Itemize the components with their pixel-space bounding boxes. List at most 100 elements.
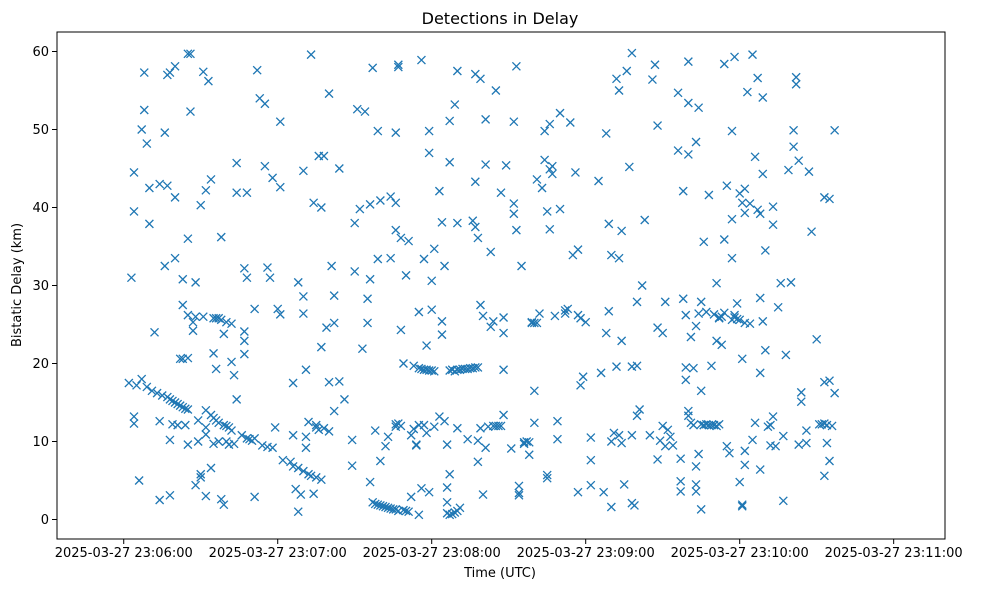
data-point [470, 222, 480, 232]
data-point [165, 435, 175, 445]
data-point [419, 420, 429, 430]
data-point [442, 440, 452, 450]
data-point [375, 456, 385, 466]
data-point [560, 306, 570, 315]
data-point [440, 261, 449, 271]
data-point [514, 490, 524, 500]
data-point [134, 476, 144, 485]
y-tick-label: 0 [41, 513, 49, 528]
data-point [509, 117, 519, 127]
data-point [309, 489, 319, 499]
data-point [416, 483, 426, 493]
data-point [524, 450, 534, 460]
data-point [676, 454, 686, 464]
data-point [298, 291, 308, 301]
data-point [740, 208, 750, 218]
data-point [298, 466, 308, 476]
x-axis-label: Time (UTC) [463, 566, 536, 581]
data-point [499, 328, 509, 338]
data-point [763, 422, 773, 432]
data-point [419, 254, 429, 264]
data-point [201, 491, 211, 501]
data-point [368, 63, 378, 73]
data-point [227, 319, 236, 329]
data-point [347, 435, 357, 445]
data-point [260, 161, 270, 171]
data-point [486, 247, 496, 257]
data-point [198, 67, 208, 77]
data-point [696, 504, 706, 514]
data-point [239, 349, 249, 359]
data-point [683, 57, 693, 67]
data-point [635, 405, 645, 414]
data-point [727, 126, 737, 136]
data-point [262, 263, 272, 273]
data-point [778, 431, 788, 441]
data-point [327, 261, 337, 271]
x-tick-label: 2025-03-27 23:07:00 [209, 546, 347, 561]
data-point [250, 433, 260, 443]
data-point [126, 273, 136, 283]
data-point [506, 444, 516, 453]
data-point [776, 278, 786, 288]
data-point [429, 366, 439, 376]
data-point [678, 186, 688, 196]
data-point [573, 487, 583, 497]
data-point [786, 277, 796, 287]
data-point [606, 437, 616, 446]
data-point [522, 437, 532, 446]
data-point [755, 368, 765, 378]
data-point [476, 300, 485, 310]
data-point [196, 469, 206, 479]
data-point [822, 438, 832, 448]
data-point [437, 217, 447, 227]
data-point [219, 500, 229, 510]
data-point [214, 437, 224, 446]
data-point [737, 500, 747, 510]
data-point [683, 150, 693, 159]
data-point [745, 199, 755, 209]
data-point [373, 500, 383, 510]
data-point [825, 376, 834, 386]
data-point [491, 86, 501, 95]
data-point [211, 364, 221, 374]
data-point [301, 365, 311, 375]
data-point [191, 312, 201, 322]
data-point [268, 443, 278, 453]
data-point [570, 167, 580, 177]
data-point [350, 267, 360, 276]
data-point [137, 125, 147, 134]
data-point [640, 215, 650, 225]
data-point [273, 304, 283, 314]
data-point [758, 316, 768, 326]
data-point [509, 199, 519, 209]
data-point [275, 117, 285, 127]
data-point [378, 501, 388, 511]
data-point [442, 497, 452, 507]
data-point [401, 270, 411, 280]
data-point [563, 304, 573, 314]
data-point [722, 441, 732, 451]
data-point [676, 486, 686, 496]
data-point [386, 192, 396, 202]
data-point [329, 406, 339, 416]
data-point [229, 439, 239, 449]
data-point [183, 49, 193, 59]
data-point [550, 311, 560, 321]
data-point [193, 437, 203, 446]
data-point [381, 441, 390, 451]
data-point [227, 357, 236, 367]
data-point [801, 438, 811, 448]
data-point [298, 309, 308, 319]
data-point [427, 366, 437, 375]
data-point [683, 98, 693, 108]
data-point [232, 188, 242, 198]
data-point [450, 100, 460, 109]
data-point [650, 60, 660, 70]
data-point [373, 126, 383, 136]
data-point [773, 302, 783, 312]
data-point [160, 128, 170, 138]
data-point [411, 440, 421, 450]
data-point [170, 61, 180, 71]
